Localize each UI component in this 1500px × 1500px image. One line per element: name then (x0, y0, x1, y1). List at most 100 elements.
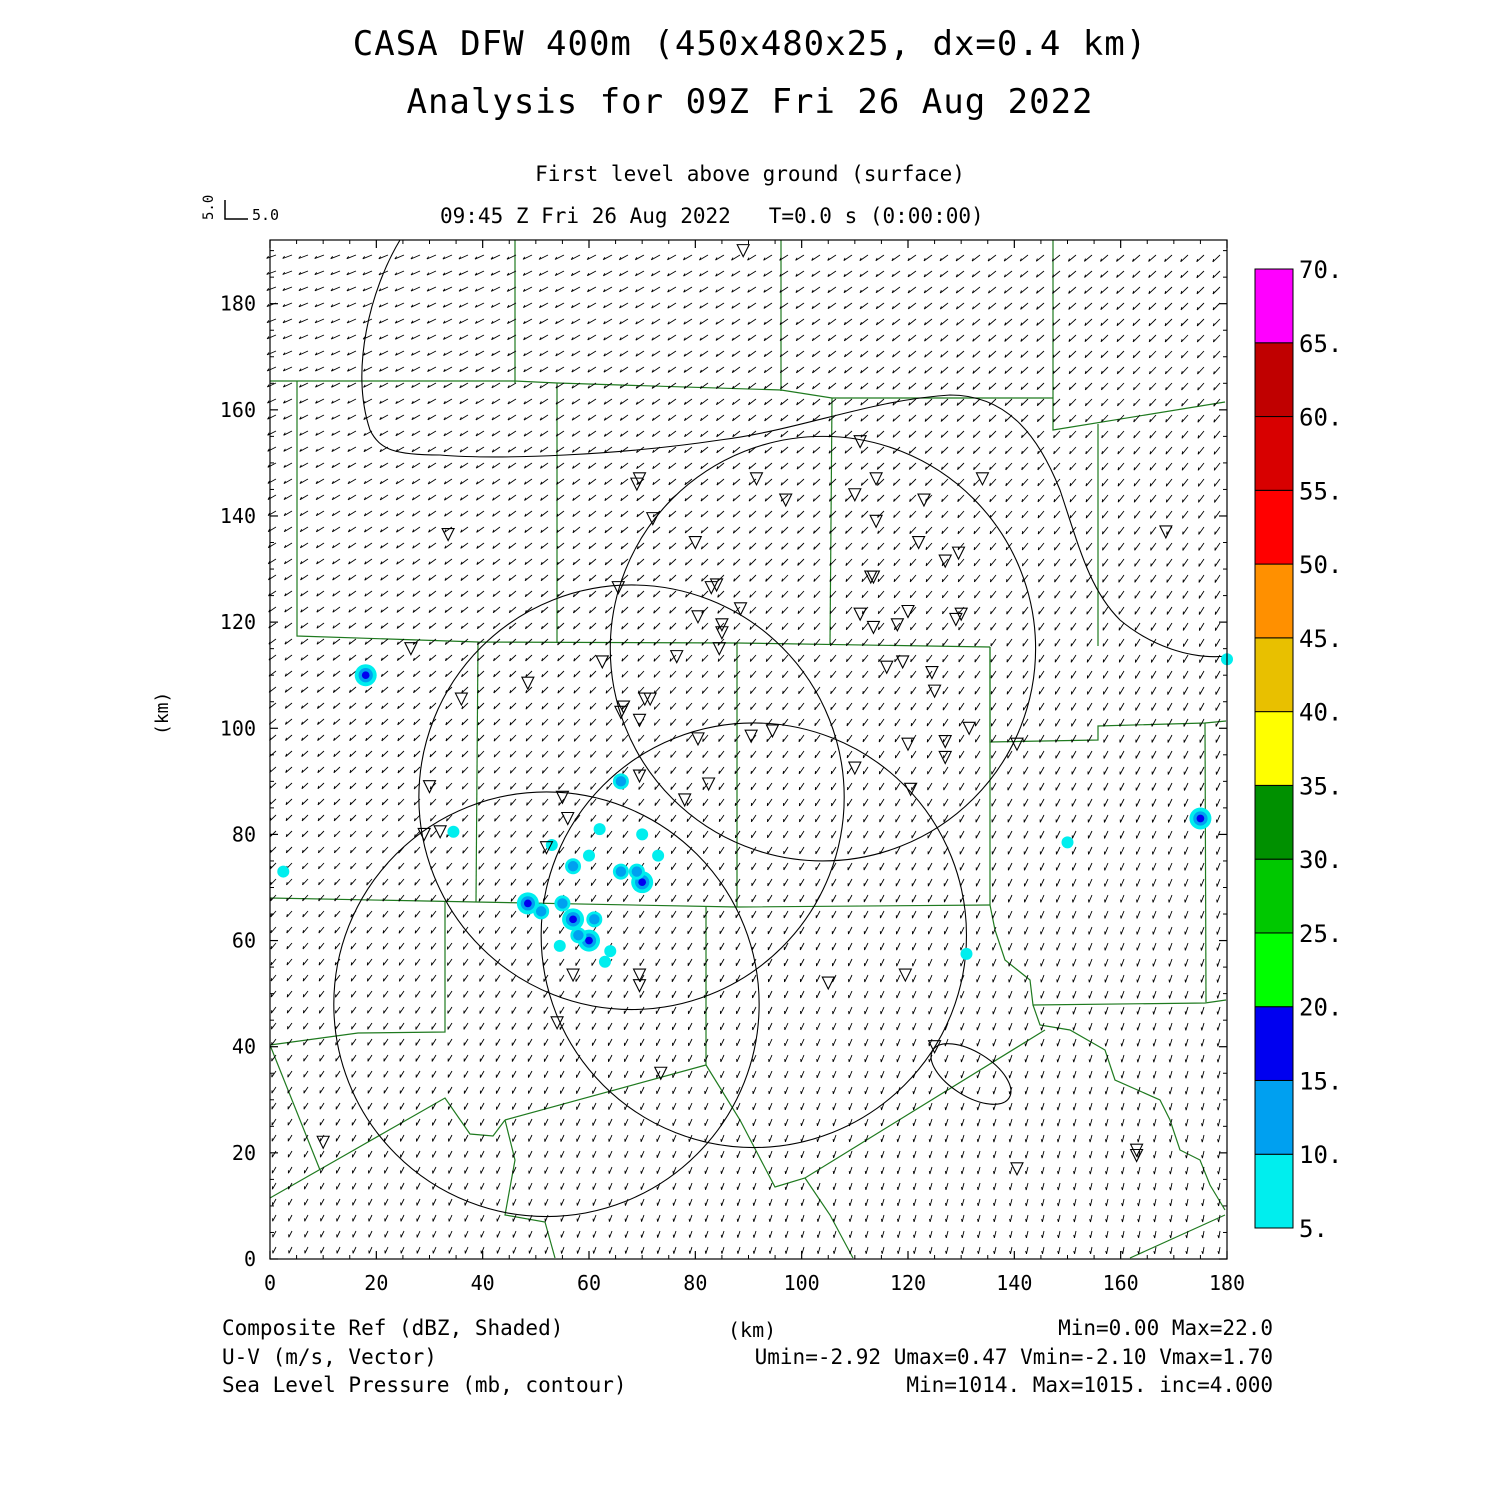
colorbar-label: 60. (1299, 404, 1342, 432)
echo-core (615, 866, 627, 877)
echo-core (631, 866, 643, 877)
vector-key: 5.0 5.0 (201, 195, 279, 224)
echo-core (557, 898, 568, 909)
colorbar-segment (1254, 784, 1294, 860)
range-ring (609, 435, 1037, 862)
station-marker (691, 610, 705, 625)
station-marker (778, 493, 793, 508)
map-title: CASA DFW 400m (450x480x25, dx=0.4 km) (352, 24, 1148, 64)
colorbar-segment (1254, 1006, 1294, 1081)
station-marker (954, 607, 969, 622)
station-marker (853, 435, 868, 449)
station-marker (701, 777, 716, 792)
station-marker (1010, 737, 1024, 752)
station-marker (688, 535, 703, 550)
station-marker (847, 488, 862, 502)
station-marker (901, 737, 915, 752)
station-marker (866, 570, 881, 585)
station-marker (736, 244, 751, 258)
y-tick-label: 60 (232, 929, 256, 953)
station-marker (566, 968, 580, 983)
wind-vector-field (266, 254, 1221, 1255)
radar-range-rings (333, 435, 1037, 1218)
x-tick-label: 80 (683, 1271, 707, 1295)
station-marker (938, 750, 953, 765)
station-marker (520, 676, 535, 691)
station-marker (1010, 1162, 1024, 1177)
colorbar-label: 65. (1299, 330, 1342, 358)
station-marker (898, 968, 913, 983)
legend-pressure: Sea Level Pressure (mb, contour) (222, 1373, 627, 1397)
x-tick-label: 20 (364, 1271, 388, 1295)
station-marker (704, 581, 719, 595)
y-tick-label: 140 (220, 504, 256, 528)
colorbar-label: 30. (1299, 846, 1342, 874)
station-marker (555, 790, 570, 805)
echo-cell (593, 823, 606, 836)
station-marker (869, 472, 883, 487)
x-tick-label: 120 (890, 1271, 926, 1295)
station-marker (765, 724, 780, 739)
station-marker (715, 618, 729, 633)
station-marker (1129, 1148, 1144, 1163)
colorbar-label: 25. (1299, 920, 1342, 948)
colorbar-segment (1254, 563, 1294, 639)
station-marker (866, 620, 881, 635)
station-marker (712, 642, 727, 656)
station-marker (632, 769, 647, 784)
wind-vectors (266, 254, 1221, 1255)
station-marker (1158, 525, 1173, 540)
echo-core-strong (1196, 814, 1205, 823)
colorbar-segment (1254, 711, 1294, 786)
station-marker (948, 612, 963, 627)
echo-core (615, 776, 627, 787)
station-marker (879, 660, 894, 675)
x-tick-label: 40 (471, 1271, 495, 1295)
echo-cell (636, 828, 649, 841)
station-marker (925, 665, 939, 680)
legend-wind-range: Umin=-2.92 Umax=0.47 Vmin=-2.10 Vmax=1.7… (754, 1345, 1273, 1369)
legend-reflectivity: Composite Ref (dBZ, Shaded) (222, 1316, 564, 1340)
range-ring (540, 722, 968, 1149)
colorbar-label: 40. (1299, 699, 1342, 727)
echo-cell (652, 849, 665, 862)
y-tick-label: 20 (232, 1141, 256, 1165)
colorbar-segment (1254, 1079, 1294, 1155)
station-marker (951, 546, 966, 561)
colorbar-label: 45. (1299, 625, 1342, 653)
y-tick-label: 160 (220, 398, 256, 422)
y-tick-label: 40 (232, 1035, 256, 1059)
colorbar-label: 55. (1299, 477, 1342, 505)
station-marker (441, 528, 455, 542)
map-subtitle-analysis-time: Analysis for 09Z Fri 26 Aug 2022 (406, 82, 1094, 122)
colorbar-label: 20. (1299, 994, 1342, 1022)
station-marker (1129, 1143, 1144, 1158)
station-marker (901, 604, 915, 619)
station-marker (404, 642, 418, 656)
echo-core (573, 930, 584, 941)
station-marker (709, 578, 724, 593)
colorbar-segment (1254, 268, 1294, 344)
colorbar-label: 5. (1299, 1215, 1328, 1243)
station-marker (669, 650, 684, 664)
station-marker (677, 793, 692, 808)
x-tick-label: 140 (996, 1271, 1032, 1295)
echo-core-strong (638, 878, 647, 887)
station-marker (895, 655, 910, 670)
x-tick-label: 60 (577, 1271, 601, 1295)
station-marker (744, 729, 759, 744)
station-marker (749, 472, 764, 487)
station-marker (938, 734, 953, 749)
station-marker (629, 477, 644, 492)
echo-core (567, 861, 579, 872)
y-tick-label: 0 (244, 1247, 256, 1271)
x-tick-label: 0 (264, 1271, 276, 1295)
station-marker (417, 827, 432, 842)
station-marker (938, 554, 953, 569)
station-marker (821, 976, 836, 991)
echo-cell (1061, 836, 1074, 849)
station-marker (715, 626, 729, 640)
plot-area (270, 240, 1227, 1259)
colorbar-segment (1254, 637, 1294, 713)
echo-core-strong (361, 671, 370, 680)
